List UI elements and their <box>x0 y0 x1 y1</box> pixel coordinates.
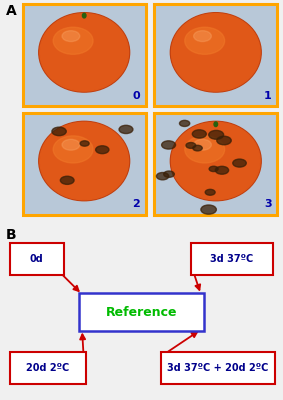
Text: 0: 0 <box>132 91 140 101</box>
Text: 3d 37ºC + 20d 2ºC: 3d 37ºC + 20d 2ºC <box>167 363 269 373</box>
Text: 20d 2ºC: 20d 2ºC <box>27 363 70 373</box>
Ellipse shape <box>60 176 74 184</box>
FancyBboxPatch shape <box>154 4 277 106</box>
Ellipse shape <box>96 146 109 154</box>
Ellipse shape <box>53 136 93 163</box>
Text: Reference: Reference <box>106 306 177 318</box>
Ellipse shape <box>43 158 125 168</box>
Ellipse shape <box>162 141 175 149</box>
Ellipse shape <box>170 13 261 92</box>
Ellipse shape <box>192 130 206 138</box>
Ellipse shape <box>209 166 218 172</box>
Ellipse shape <box>40 122 128 200</box>
Ellipse shape <box>171 122 260 200</box>
Text: B: B <box>6 228 16 242</box>
Ellipse shape <box>40 14 128 91</box>
Text: 0d: 0d <box>30 254 44 264</box>
FancyBboxPatch shape <box>79 293 204 331</box>
Ellipse shape <box>80 141 89 146</box>
Ellipse shape <box>164 171 174 177</box>
Ellipse shape <box>194 139 211 150</box>
Ellipse shape <box>215 166 229 174</box>
Ellipse shape <box>39 13 130 92</box>
Ellipse shape <box>185 27 225 54</box>
Ellipse shape <box>193 145 202 151</box>
Ellipse shape <box>43 50 125 59</box>
Ellipse shape <box>233 159 246 167</box>
Ellipse shape <box>194 31 211 42</box>
Ellipse shape <box>175 158 257 168</box>
Ellipse shape <box>62 31 80 42</box>
FancyBboxPatch shape <box>154 113 277 215</box>
Ellipse shape <box>39 121 130 201</box>
Ellipse shape <box>171 14 260 91</box>
Ellipse shape <box>156 172 169 180</box>
Ellipse shape <box>209 130 224 139</box>
Ellipse shape <box>186 142 196 148</box>
Ellipse shape <box>62 139 80 150</box>
Text: 3d 37ºC: 3d 37ºC <box>211 254 254 264</box>
Ellipse shape <box>185 136 225 163</box>
FancyBboxPatch shape <box>10 243 64 275</box>
Ellipse shape <box>205 189 215 195</box>
Ellipse shape <box>179 120 190 126</box>
Text: 3: 3 <box>264 200 272 210</box>
FancyBboxPatch shape <box>23 4 146 106</box>
Ellipse shape <box>201 205 216 214</box>
Ellipse shape <box>175 50 257 59</box>
FancyBboxPatch shape <box>191 243 273 275</box>
Text: A: A <box>6 4 16 18</box>
Ellipse shape <box>52 127 66 136</box>
Text: 2: 2 <box>132 200 140 210</box>
Ellipse shape <box>217 136 231 145</box>
FancyBboxPatch shape <box>23 113 146 215</box>
Ellipse shape <box>82 13 86 18</box>
Ellipse shape <box>53 27 93 54</box>
Text: 1: 1 <box>264 91 272 101</box>
Ellipse shape <box>170 121 261 201</box>
Ellipse shape <box>214 122 218 126</box>
Ellipse shape <box>119 125 133 134</box>
FancyBboxPatch shape <box>10 352 86 384</box>
FancyBboxPatch shape <box>161 352 275 384</box>
